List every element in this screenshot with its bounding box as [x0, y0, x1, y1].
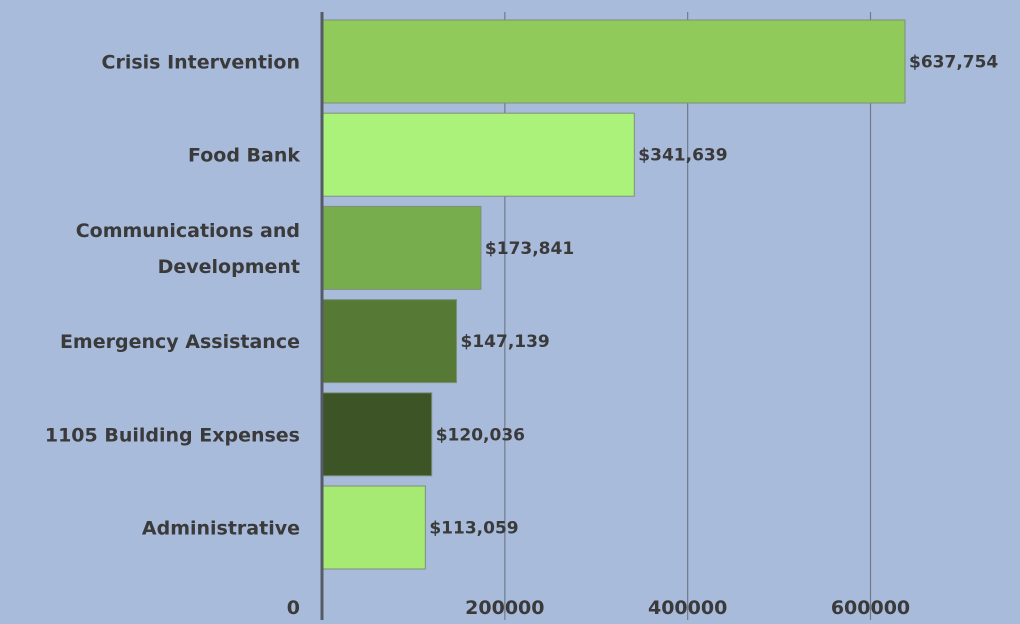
x-tick-label-0: 0: [287, 597, 300, 619]
value-label-1: $341,639: [638, 146, 727, 166]
category-label-4: 1105 Building Expenses: [45, 424, 300, 446]
labels-layer: $637,754 Crisis Intervention $341,639 Food …: [45, 52, 999, 540]
bar-3: [321, 299, 458, 384]
bars-layer: [321, 19, 906, 570]
category-label-2-line-1: Development: [158, 256, 300, 278]
category-label-1: Food Bank: [188, 145, 300, 167]
bar-2: [321, 205, 482, 290]
bar-4: [321, 392, 433, 477]
x-tick-label-400000: 400000: [648, 597, 727, 619]
value-label-2: $173,841: [485, 239, 574, 259]
value-label-5: $113,059: [429, 519, 518, 539]
x-tick-label-200000: 200000: [465, 597, 544, 619]
value-label-0: $637,754: [909, 53, 998, 73]
value-label-3: $147,139: [461, 332, 550, 352]
category-label-3: Emergency Assistance: [60, 331, 300, 353]
bar-1: [321, 112, 635, 197]
axis-layer: 0 200000 400000 600000: [287, 12, 910, 620]
category-label-5: Administrative: [142, 518, 300, 540]
bar-0: [321, 19, 906, 104]
x-tick-label-600000: 600000: [831, 597, 910, 619]
value-label-4: $120,036: [436, 425, 525, 445]
category-label-0: Crisis Intervention: [102, 52, 300, 74]
category-label-2-line-0: Communications and: [76, 220, 300, 242]
bar-5: [321, 485, 426, 570]
